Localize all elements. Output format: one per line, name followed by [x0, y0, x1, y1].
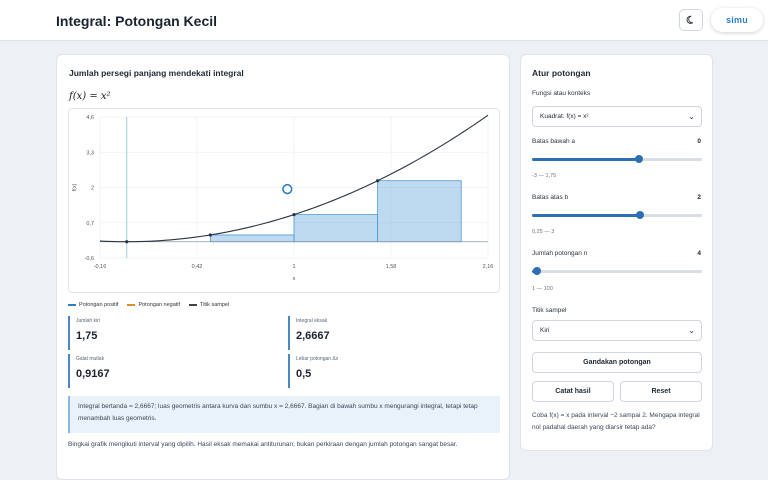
- legend-negative-swatch: [127, 304, 136, 306]
- stat-width-value: 0,5: [296, 368, 312, 380]
- lower-bound-value: 0: [697, 138, 701, 145]
- x-tick-label: 1,58: [386, 264, 397, 270]
- function-select-value: Kuadrat: f(x) = x²: [540, 113, 589, 120]
- page-title: Integral: Potongan Kecil: [56, 13, 218, 29]
- lower-bound-range: -3 — 1,75: [532, 173, 557, 179]
- record-result-button[interactable]: Catat hasil: [532, 381, 614, 402]
- legend-positive-label: Potongan positif: [79, 302, 119, 308]
- upper-bound-slider[interactable]: [532, 211, 702, 219]
- slider-thumb[interactable]: [635, 155, 644, 163]
- y-tick-label: 3,3: [86, 150, 94, 156]
- chart-heading: Jumlah persegi panjang mendekati integra…: [69, 68, 244, 78]
- controls-heading: Atur potongan: [532, 68, 591, 78]
- y-tick-label: 2: [91, 186, 94, 192]
- x-tick-label: -0,16: [94, 264, 107, 270]
- stat-width: Lebar potongan Δx 0,5: [288, 354, 488, 388]
- riemann-chart[interactable]: -0,16 0,42 1 1,58 2,16 4,6 3,3 2 0,7 -0,6 x f(x): [68, 108, 500, 293]
- stat-exact-value: 2,6667: [296, 330, 330, 342]
- stat-error: Galat mutlak 0,9167: [68, 354, 268, 388]
- sample-select[interactable]: Kiri ⌄: [532, 320, 702, 341]
- x-tick-label: 2,16: [483, 264, 494, 270]
- integral-note: Integral bertanda = 2,6667; luas geometr…: [68, 396, 500, 433]
- legend-negative-label: Potongan negatif: [138, 302, 181, 308]
- stat-error-value: 0,9167: [76, 368, 110, 380]
- sample-point: [125, 240, 129, 244]
- chevron-down-icon: ⌄: [688, 112, 695, 121]
- y-tick-label: -0,6: [85, 256, 94, 262]
- legend-sample-swatch: [189, 304, 198, 306]
- stat-sum-left-label: Jumlah kiri: [76, 318, 100, 324]
- brand-logo[interactable]: simu: [711, 8, 763, 32]
- riemann-rectangle: [377, 180, 462, 243]
- stats-grid: Jumlah kiri 1,75 Integral eksak 2,6667 G…: [68, 316, 500, 388]
- legend-sample: Titik sampel: [189, 302, 229, 308]
- function-select[interactable]: Kuadrat: f(x) = x² ⌄: [532, 106, 702, 127]
- theme-toggle-button[interactable]: [679, 9, 703, 31]
- slider-thumb[interactable]: [533, 267, 542, 275]
- chart-svg: -0,16 0,42 1 1,58 2,16 4,6 3,3 2 0,7 -0,6 x f(x): [72, 114, 494, 282]
- sample-select-label: Titik sampel: [532, 307, 567, 314]
- x-tick-label: 0,42: [192, 264, 203, 270]
- sample-point: [208, 233, 212, 237]
- chart-footnote: Bingkai grafik mengikuti interval yang d…: [68, 441, 458, 448]
- riemann-rectangle: [209, 234, 295, 243]
- chart-card: Jumlah persegi panjang mendekati integra…: [56, 54, 510, 480]
- stat-error-label: Galat mutlak: [76, 356, 105, 362]
- slider-fill: [532, 214, 641, 217]
- chevron-down-icon: ⌄: [688, 326, 695, 335]
- riemann-rectangle: [293, 214, 379, 243]
- stat-sum-left: Jumlah kiri 1,75: [68, 316, 268, 350]
- function-select-label: Fungsi atau konteks: [532, 90, 591, 97]
- slider-track: [532, 270, 702, 273]
- stat-width-label: Lebar potongan Δx: [296, 356, 339, 362]
- controls-card: Atur potongan Fungsi atau konteks Kuadra…: [520, 54, 713, 451]
- sample-point: [292, 213, 296, 217]
- double-slices-button[interactable]: Gandakan potongan: [532, 352, 702, 373]
- function-formula: f(x) = x²: [69, 91, 111, 102]
- sample-select-value: Kiri: [540, 327, 550, 334]
- slider-fill: [532, 158, 640, 161]
- stat-exact-label: Integral eksak: [296, 318, 328, 324]
- legend-positive-swatch: [68, 304, 76, 306]
- count-value: 4: [697, 250, 701, 257]
- chart-legend: Potongan positif Potongan negatif Titik …: [68, 302, 229, 308]
- y-tick-label: 0,7: [86, 221, 94, 227]
- upper-bound-label: Batas atas b: [532, 194, 569, 201]
- count-slider[interactable]: [532, 267, 702, 275]
- exercise-hint: Coba f(x) = x pada interval −2 sampai 2.…: [532, 412, 700, 431]
- legend-positive: Potongan positif: [68, 302, 118, 308]
- upper-bound-range: 0,25 — 3: [532, 229, 555, 235]
- x-axis-label: x: [293, 276, 296, 282]
- y-tick-label: 4,6: [86, 115, 94, 121]
- lower-bound-slider[interactable]: [532, 155, 702, 163]
- upper-bound-value: 2: [697, 194, 701, 201]
- drag-marker: [282, 183, 293, 195]
- legend-negative: Potongan negatif: [127, 302, 180, 308]
- count-range: 1 — 100: [532, 286, 553, 292]
- app-header: Integral: Potongan Kecil simu: [0, 0, 768, 41]
- x-tick-label: 1: [292, 264, 295, 270]
- stat-sum-left-value: 1,75: [76, 330, 98, 342]
- lower-bound-label: Batas bawah a: [532, 138, 576, 145]
- sample-point: [376, 179, 380, 183]
- slider-thumb[interactable]: [636, 211, 645, 219]
- reset-button[interactable]: Reset: [620, 381, 702, 402]
- legend-sample-label: Titik sampel: [200, 302, 230, 308]
- y-axis-label: f(x): [72, 183, 78, 191]
- count-label: Jumlah potongan n: [532, 250, 588, 257]
- moon-icon: [686, 15, 694, 24]
- stat-exact: Integral eksak 2,6667: [288, 316, 488, 350]
